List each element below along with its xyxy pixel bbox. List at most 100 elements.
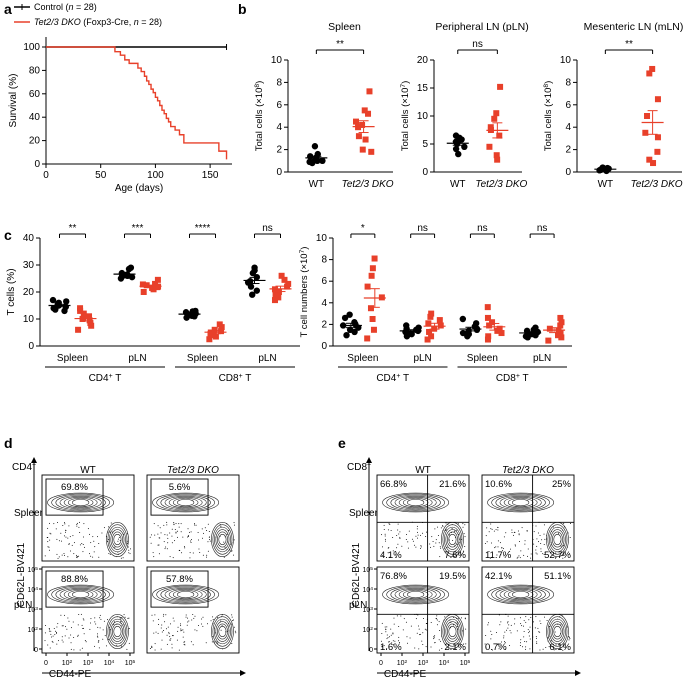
- flow-event: [486, 527, 488, 529]
- flow-event: [67, 537, 69, 539]
- flow-event: [186, 624, 188, 626]
- flow-event: [506, 629, 508, 631]
- text-span: 5: [468, 659, 471, 665]
- flow-event: [565, 647, 567, 649]
- flow-event: [405, 621, 407, 623]
- data-point-dko: [545, 337, 552, 344]
- flow-event: [488, 551, 490, 553]
- flow-event: [89, 622, 91, 624]
- flow-event: [205, 642, 207, 644]
- flow-event: [206, 554, 208, 556]
- flow-event: [518, 534, 520, 536]
- flow-event: [485, 535, 487, 537]
- text-span: 10: [418, 660, 426, 667]
- y-tick-label: 0: [34, 647, 38, 654]
- flow-event: [407, 541, 409, 543]
- flow-event: [99, 617, 101, 619]
- flow-event: [521, 527, 523, 529]
- flow-event: [536, 553, 538, 555]
- flow-event: [510, 624, 512, 626]
- flow-event: [383, 645, 385, 647]
- flow-event: [418, 648, 420, 650]
- flow-event: [499, 624, 501, 626]
- flow-contour: [444, 618, 461, 645]
- sig-label: ns: [537, 223, 548, 234]
- text-span: Total cells (×10: [254, 88, 265, 152]
- flow-event: [388, 523, 390, 525]
- data-point-wt: [408, 330, 415, 338]
- quadrant-percent: 51.1%: [544, 571, 571, 582]
- flow-contour: [212, 616, 233, 647]
- flow-event: [389, 556, 391, 558]
- y-tick-label: 2: [321, 319, 327, 330]
- flow-event: [450, 622, 452, 624]
- flow-event: [184, 547, 186, 549]
- data-point-dko: [154, 284, 161, 291]
- text-span: T: [243, 373, 252, 384]
- flow-event: [220, 526, 222, 528]
- flow-event: [430, 646, 432, 648]
- flow-event: [166, 534, 168, 536]
- flow-event: [174, 528, 176, 530]
- x-tick-label: Spleen: [347, 353, 378, 364]
- flow-event: [525, 646, 527, 648]
- flow-event: [562, 554, 564, 556]
- flow-event: [462, 630, 464, 632]
- flow-event: [80, 613, 82, 615]
- flow-contour: [107, 524, 128, 555]
- flow-event: [64, 523, 66, 525]
- flow-event: [208, 536, 210, 538]
- flow-event: [490, 528, 492, 530]
- flow-event: [150, 534, 152, 536]
- text-span: 2: [405, 659, 408, 665]
- flow-event: [81, 542, 83, 544]
- flow-event: [461, 553, 463, 555]
- data-point-wt: [346, 311, 353, 318]
- flow-event: [163, 524, 165, 526]
- data-point-dko: [424, 336, 431, 343]
- flow-event: [106, 619, 108, 621]
- flow-event: [407, 547, 409, 549]
- y-tick-label: 6: [276, 100, 282, 111]
- text-span: CD8: [496, 373, 516, 384]
- data-point-wt: [306, 158, 313, 166]
- text-span: 2: [35, 626, 38, 632]
- flow-event: [76, 525, 78, 527]
- flow-event: [408, 530, 410, 532]
- flow-event: [171, 643, 173, 645]
- flow-event: [569, 638, 571, 640]
- flow-event: [540, 623, 542, 625]
- flow-event: [535, 525, 537, 527]
- flow-event: [47, 541, 49, 543]
- data-point-dko: [75, 326, 82, 333]
- flow-event: [57, 522, 59, 524]
- data-point-dko: [484, 314, 491, 321]
- flow-contour: [215, 621, 230, 642]
- flow-contour: [106, 613, 129, 649]
- flow-event: [535, 637, 537, 639]
- flow-event: [61, 554, 63, 556]
- flow-event: [50, 633, 52, 635]
- arrow-head: [240, 670, 246, 676]
- subplot-title: Mesenteric LN (mLN): [584, 21, 684, 33]
- flow-event: [182, 536, 184, 538]
- flow-event: [519, 557, 521, 559]
- x-tick-label: 104: [439, 659, 450, 668]
- text-span: 2: [370, 626, 373, 632]
- text-span: 4: [370, 586, 373, 592]
- flow-event: [529, 626, 531, 628]
- flow-event: [158, 618, 160, 620]
- flow-event: [208, 531, 210, 533]
- flow-event: [98, 543, 100, 545]
- flow-event: [98, 639, 100, 641]
- text-span: T: [113, 373, 122, 384]
- flow-event: [158, 537, 160, 539]
- flow-event: [433, 637, 435, 639]
- flow-event: [161, 639, 163, 641]
- flow-event: [543, 533, 545, 535]
- flow-contour: [390, 494, 441, 511]
- flow-event: [48, 549, 50, 551]
- flow-event: [168, 633, 170, 635]
- flow-event: [457, 617, 459, 619]
- flow-contour: [51, 585, 110, 604]
